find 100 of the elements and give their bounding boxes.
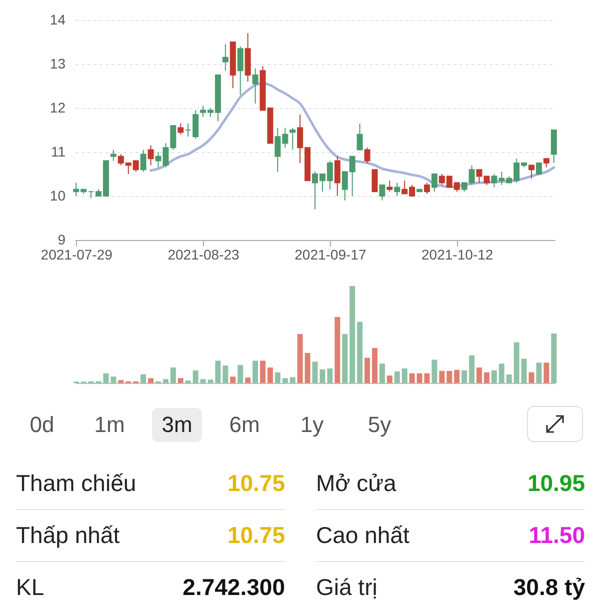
bar	[544, 362, 550, 383]
candlestick	[379, 184, 386, 201]
bar	[364, 358, 370, 383]
candlestick	[88, 191, 94, 199]
text: Mở cửa	[316, 470, 396, 497]
bar	[252, 360, 258, 383]
candlestick	[334, 156, 340, 196]
candlestick	[140, 149, 146, 172]
bar	[528, 372, 534, 383]
bar	[536, 362, 542, 383]
bar	[402, 368, 408, 383]
bar	[267, 367, 273, 383]
bar	[462, 370, 468, 383]
bar	[110, 376, 116, 383]
candlestick	[192, 110, 199, 140]
candlestick	[364, 147, 370, 164]
bar	[297, 334, 303, 383]
y-tick-label: 10	[50, 188, 66, 204]
candlestick	[394, 182, 400, 196]
text: 10.95	[526, 470, 585, 497]
bar	[379, 364, 385, 383]
bar	[238, 365, 244, 383]
bar	[394, 371, 400, 383]
y-tick-label: 11	[50, 144, 66, 160]
bar	[118, 380, 124, 383]
candlestick	[431, 174, 438, 192]
bar	[282, 378, 288, 383]
bar	[454, 370, 460, 383]
y-tick-label: 14	[50, 12, 66, 28]
bar	[476, 367, 482, 383]
bar	[357, 322, 363, 383]
candlestick	[222, 44, 228, 72]
text: 30.8 tỷ	[512, 574, 585, 600]
y-tick-label: 12	[50, 100, 66, 116]
bar	[432, 360, 438, 383]
text: 6m	[228, 411, 261, 439]
bar	[222, 366, 228, 383]
x-tick-label: 2021-09-17	[294, 246, 366, 262]
bar	[140, 374, 146, 383]
text: 5y	[366, 411, 392, 439]
text: Thấp nhất	[16, 522, 120, 549]
bar	[506, 374, 512, 383]
bar	[469, 355, 475, 383]
bar	[148, 378, 154, 383]
candlestick	[290, 127, 296, 150]
candlestick	[356, 122, 363, 150]
bar	[484, 372, 490, 383]
text: 0d	[28, 411, 56, 439]
x-tick-label: 2021-07-29	[40, 246, 113, 262]
bar	[290, 377, 296, 383]
candlestick	[386, 180, 393, 192]
bar	[192, 370, 198, 383]
text: 11.50	[528, 522, 585, 549]
text: 2.742.300	[182, 574, 285, 600]
bar	[446, 370, 452, 383]
bar	[334, 317, 340, 383]
bar	[514, 342, 520, 383]
text: 1y	[299, 411, 325, 439]
bar	[491, 370, 497, 383]
candlestick	[178, 122, 184, 135]
candlestick	[252, 68, 258, 104]
candlestick	[424, 182, 430, 194]
y-tick-label: 9	[58, 232, 66, 248]
candlestick	[528, 164, 534, 179]
candlestick	[372, 169, 378, 192]
bar	[274, 372, 280, 383]
bar	[304, 352, 310, 383]
bar	[409, 373, 415, 383]
x-tick-label: 2021-08-23	[168, 246, 240, 262]
bar	[386, 376, 392, 383]
bar	[230, 376, 236, 383]
text: Tham chiếu	[16, 470, 136, 497]
x-tick-label: 2021-10-12	[422, 246, 494, 262]
bar	[350, 286, 356, 383]
bar	[327, 368, 333, 383]
bar	[245, 378, 251, 383]
bar	[439, 370, 445, 383]
bar	[170, 367, 176, 383]
bar	[372, 348, 378, 383]
candlestick	[536, 162, 542, 174]
text: 1m	[93, 411, 126, 439]
bar	[260, 360, 266, 383]
candlestick	[110, 149, 116, 162]
text: 10.75	[226, 522, 285, 549]
bar	[498, 364, 504, 383]
text: Giá trị	[316, 574, 378, 600]
bar	[215, 360, 221, 383]
bar	[178, 378, 184, 383]
bar	[342, 334, 348, 383]
y-tick-label: 13	[50, 56, 66, 72]
bar	[162, 379, 168, 383]
bar	[551, 334, 557, 383]
text: Cao nhất	[316, 522, 410, 549]
bar	[521, 358, 527, 383]
text: 3m	[152, 408, 202, 442]
text: 10.75	[226, 470, 285, 497]
text: KL	[16, 574, 44, 600]
candlestick	[185, 122, 192, 138]
candlestick	[237, 46, 244, 96]
candlestick	[148, 144, 154, 166]
